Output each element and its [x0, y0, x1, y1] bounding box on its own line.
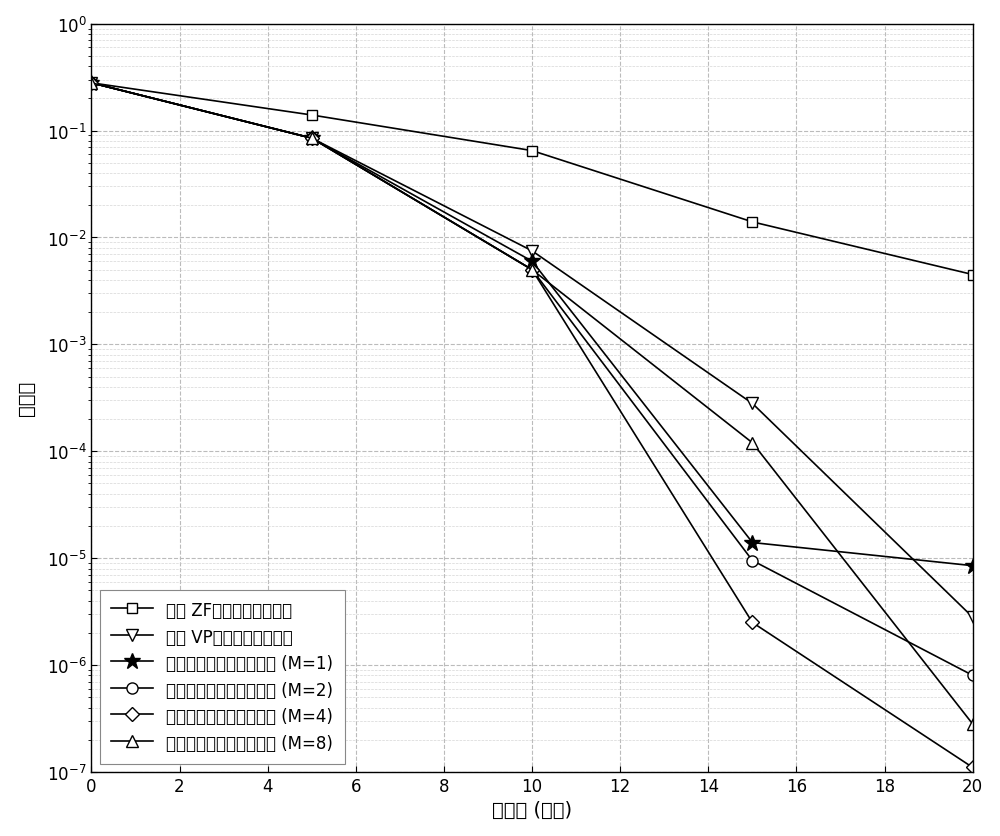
- Y-axis label: 误码率: 误码率: [17, 380, 36, 416]
- 本发明下行信息数据处理 (M=1): [746, 538, 758, 548]
- 本发明下行信息数据处理 (M=2): [967, 670, 979, 681]
- 本发明下行信息数据处理 (M=4): [85, 79, 97, 89]
- 传统 VP下行信息数据处理: [306, 134, 318, 144]
- 本发明下行信息数据处理 (M=1): [85, 79, 97, 89]
- 本发明下行信息数据处理 (M=2): [526, 265, 538, 275]
- 本发明下行信息数据处理 (M=4): [526, 265, 538, 275]
- 本发明下行信息数据处理 (M=8): [306, 134, 318, 144]
- 本发明下行信息数据处理 (M=4): [967, 762, 979, 772]
- 传统 VP下行信息数据处理: [746, 399, 758, 409]
- Line: 传统 ZF下行信息数据处理: 传统 ZF下行信息数据处理: [87, 79, 978, 280]
- 本发明下行信息数据处理 (M=8): [85, 79, 97, 89]
- 传统 ZF下行信息数据处理: [746, 217, 758, 227]
- Line: 本发明下行信息数据处理 (M=2): 本发明下行信息数据处理 (M=2): [86, 78, 978, 681]
- 本发明下行信息数据处理 (M=4): [306, 134, 318, 144]
- 本发明下行信息数据处理 (M=2): [85, 79, 97, 89]
- 本发明下行信息数据处理 (M=1): [306, 134, 318, 144]
- 传统 ZF下行信息数据处理: [967, 270, 979, 280]
- 本发明下行信息数据处理 (M=8): [967, 719, 979, 729]
- Line: 传统 VP下行信息数据处理: 传统 VP下行信息数据处理: [85, 78, 979, 624]
- Line: 本发明下行信息数据处理 (M=8): 本发明下行信息数据处理 (M=8): [86, 78, 978, 730]
- 本发明下行信息数据处理 (M=4): [746, 618, 758, 628]
- Line: 本发明下行信息数据处理 (M=4): 本发明下行信息数据处理 (M=4): [87, 79, 978, 772]
- 本发明下行信息数据处理 (M=1): [526, 257, 538, 267]
- 传统 ZF下行信息数据处理: [526, 146, 538, 156]
- 传统 VP下行信息数据处理: [85, 79, 97, 89]
- 传统 ZF下行信息数据处理: [306, 111, 318, 121]
- 传统 ZF下行信息数据处理: [85, 79, 97, 89]
- Legend: 传统 ZF下行信息数据处理, 传统 VP下行信息数据处理, 本发明下行信息数据处理 (M=1), 本发明下行信息数据处理 (M=2), 本发明下行信息数据处理 : 传统 ZF下行信息数据处理, 传统 VP下行信息数据处理, 本发明下行信息数据处…: [100, 590, 345, 763]
- 本发明下行信息数据处理 (M=1): [967, 561, 979, 571]
- 本发明下行信息数据处理 (M=8): [526, 265, 538, 275]
- 本发明下行信息数据处理 (M=8): [746, 438, 758, 448]
- Line: 本发明下行信息数据处理 (M=1): 本发明下行信息数据处理 (M=1): [83, 75, 981, 574]
- X-axis label: 信噪比 (分贝): 信噪比 (分贝): [492, 800, 572, 819]
- 传统 VP下行信息数据处理: [967, 613, 979, 623]
- 本发明下行信息数据处理 (M=2): [306, 134, 318, 144]
- 传统 VP下行信息数据处理: [526, 247, 538, 257]
- 本发明下行信息数据处理 (M=2): [746, 556, 758, 566]
